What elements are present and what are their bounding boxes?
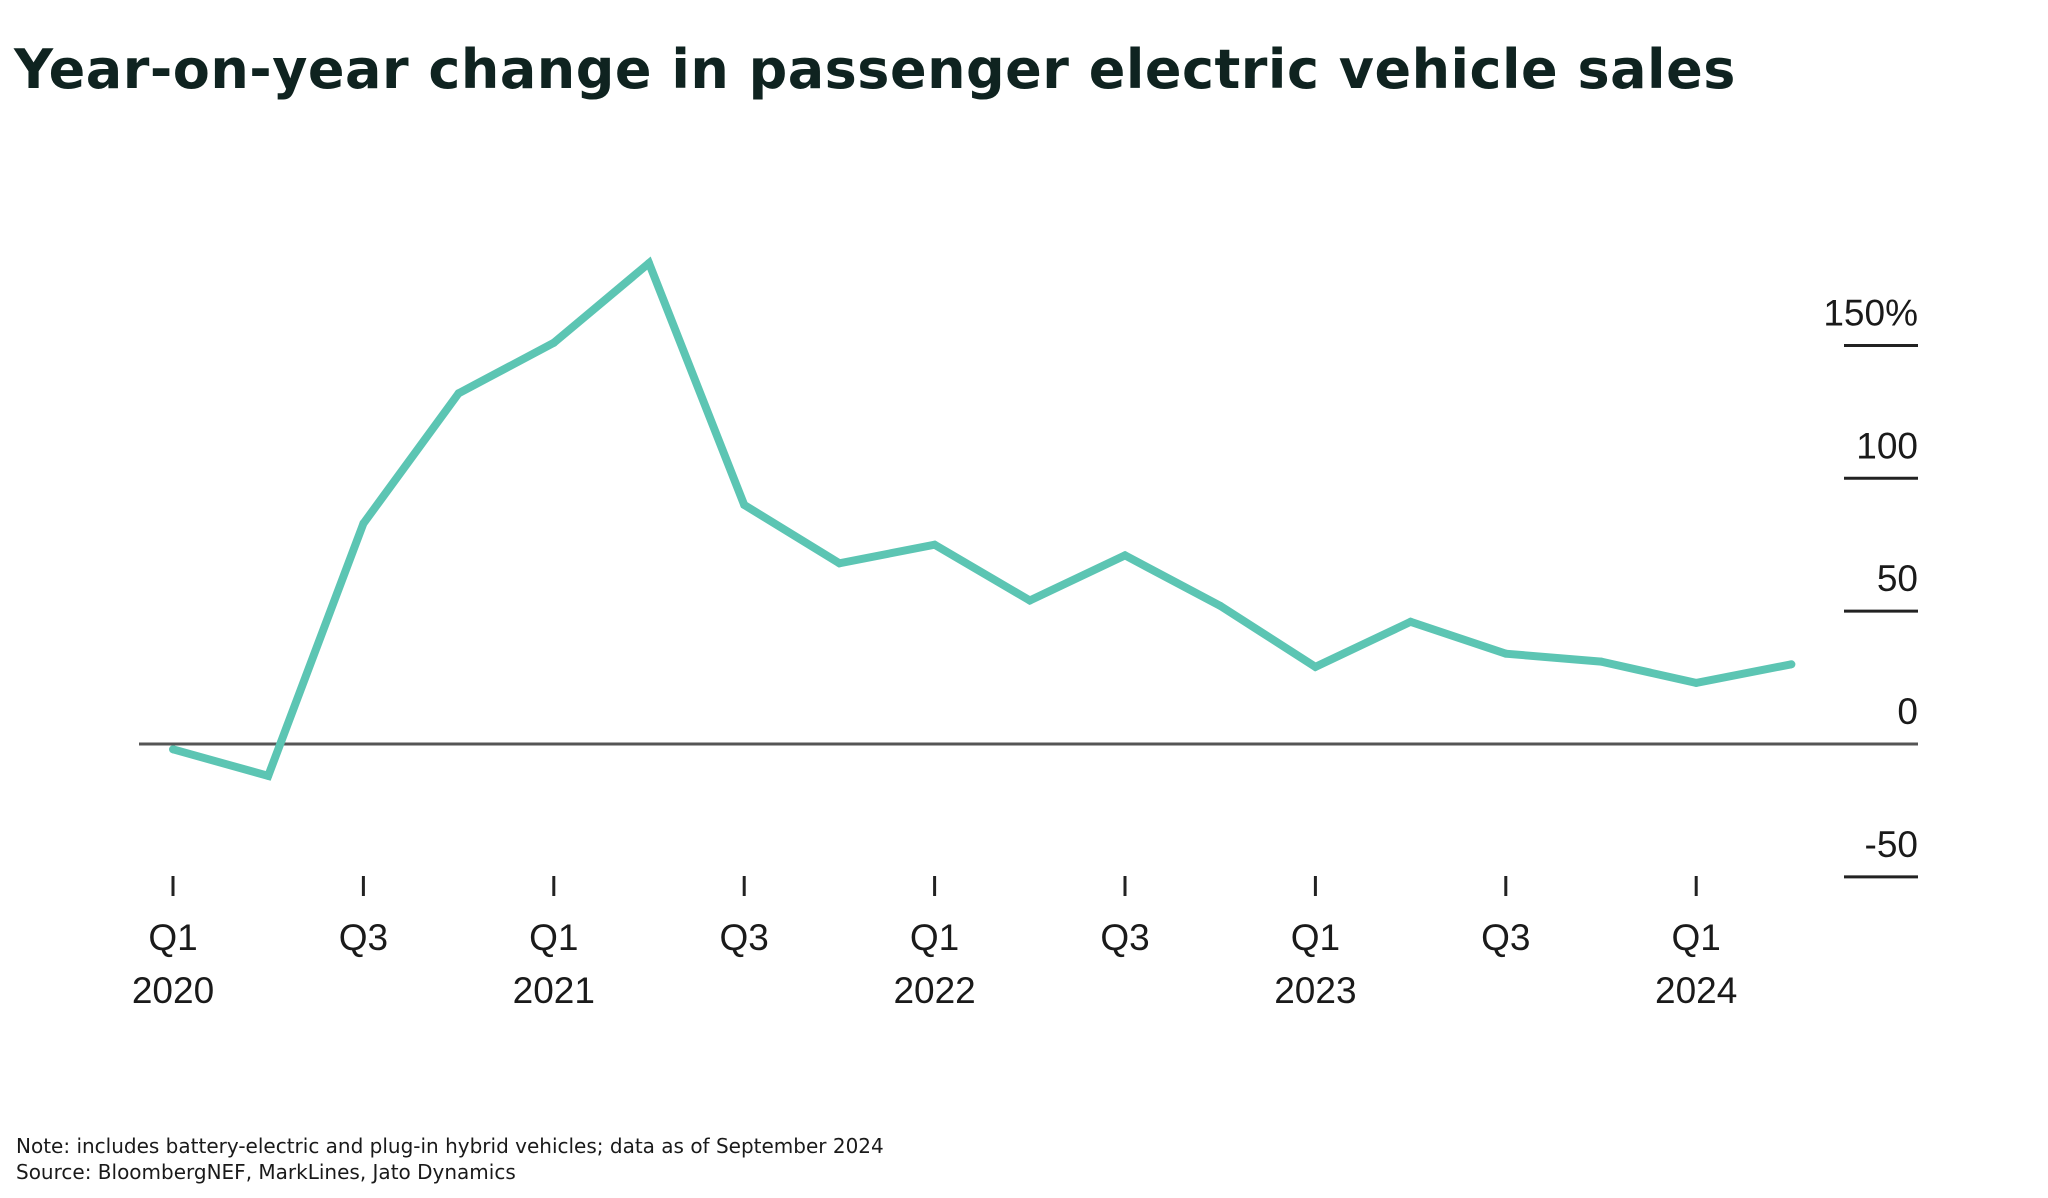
- x-tick-label-quarter: Q1: [1291, 917, 1340, 958]
- data-point: [1597, 657, 1605, 666]
- footnotes: Note: includes battery-electric and plug…: [16, 1133, 884, 1185]
- data-point: [1406, 617, 1415, 626]
- data-point: [1216, 601, 1225, 610]
- y-axis: -50 0 50 100 150%: [1823, 292, 1918, 879]
- x-tick-label-quarter: Q1: [910, 917, 959, 958]
- data-point: [930, 540, 939, 549]
- data-point: [740, 500, 749, 509]
- data-point: [835, 559, 844, 568]
- x-axis: Q1 2020 Q3 Q1 2021 Q3 Q1 2022 Q3 Q1 2023 Q3 Q1 2024: [132, 876, 1737, 1011]
- x-tick-label-quarter: Q1: [148, 917, 197, 958]
- x-tick-label-year: 2021: [513, 970, 595, 1011]
- y-tick-label: 0: [1897, 691, 1918, 732]
- data-point: [1692, 678, 1701, 687]
- data-point: [1025, 596, 1034, 605]
- y-tick-label: -50: [1865, 824, 1918, 865]
- data-point: [645, 259, 653, 268]
- y-tick-label: 100: [1856, 425, 1918, 466]
- x-tick-label-quarter: Q3: [339, 917, 388, 958]
- series-line: [171, 256, 1793, 781]
- x-tick-label-quarter: Q3: [1100, 917, 1149, 958]
- data-point: [1311, 662, 1320, 671]
- y-tick-label: 50: [1877, 558, 1918, 599]
- data-point: [1501, 649, 1510, 658]
- data-point: [549, 338, 558, 347]
- data-point: [1121, 551, 1129, 560]
- y-tick-label: 150%: [1823, 292, 1918, 333]
- x-tick-label-year: 2022: [893, 970, 975, 1011]
- x-tick-label-year: 2020: [132, 970, 214, 1011]
- x-tick-label-quarter: Q3: [1481, 917, 1530, 958]
- chart-note: Note: includes battery-electric and plug…: [16, 1134, 884, 1158]
- data-point: [264, 771, 273, 780]
- x-tick-label-year: 2024: [1655, 970, 1737, 1011]
- data-point: [1787, 660, 1796, 669]
- x-tick-label-quarter: Q1: [529, 917, 578, 958]
- chart-title: Year-on-year change in passenger electri…: [14, 38, 1736, 101]
- x-tick-label-quarter: Q1: [1672, 917, 1721, 958]
- x-tick-label-year: 2023: [1274, 970, 1356, 1011]
- data-point: [359, 519, 368, 528]
- data-point: [169, 745, 177, 754]
- chart-source: Source: BloombergNEF, MarkLines, Jato Dy…: [16, 1160, 516, 1184]
- data-point: [454, 389, 463, 398]
- x-tick-label-quarter: Q3: [720, 917, 769, 958]
